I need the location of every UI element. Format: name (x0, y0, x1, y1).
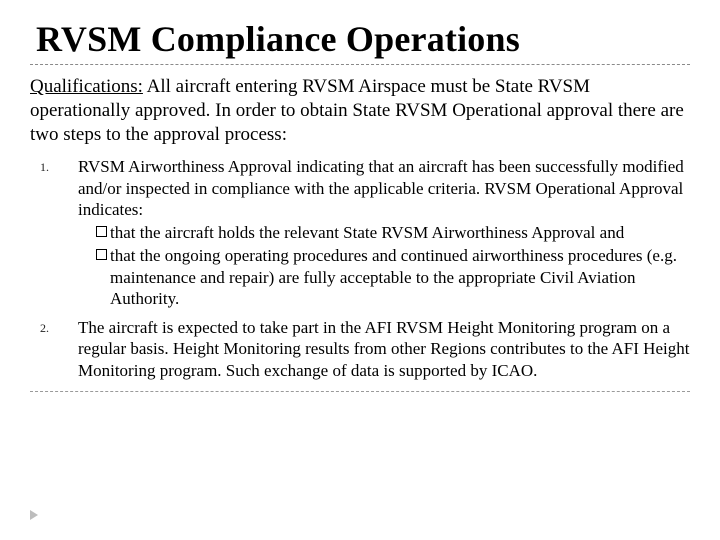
item-body: The aircraft is expected to take part in… (78, 317, 690, 381)
title-divider (30, 64, 690, 65)
sub-list: that the aircraft holds the relevant Sta… (78, 222, 690, 309)
item-number: 1. (30, 156, 78, 175)
checkbox-icon (96, 249, 107, 260)
item-number: 2. (30, 317, 78, 336)
item-lead: The aircraft is expected to take part in… (78, 318, 689, 380)
intro-paragraph: Qualifications: All aircraft entering RV… (30, 75, 690, 146)
slide: RVSM Compliance Operations Qualification… (0, 0, 720, 540)
list-item: 2. The aircraft is expected to take part… (30, 317, 690, 381)
sub-item: that the ongoing operating procedures an… (96, 245, 690, 309)
arrow-icon (30, 510, 38, 520)
item-body: RVSM Airworthiness Approval indicating t… (78, 156, 690, 311)
page-title: RVSM Compliance Operations (36, 18, 690, 60)
sub-text: that the aircraft holds the relevant Sta… (110, 222, 690, 243)
steps-list: 1. RVSM Airworthiness Approval indicatin… (30, 156, 690, 381)
item-lead: RVSM Airworthiness Approval indicating t… (78, 157, 684, 219)
intro-label: Qualifications: (30, 76, 143, 97)
list-item: 1. RVSM Airworthiness Approval indicatin… (30, 156, 690, 311)
checkbox-icon (96, 226, 107, 237)
sub-item: that the aircraft holds the relevant Sta… (96, 222, 690, 243)
sub-text: that the ongoing operating procedures an… (110, 245, 690, 309)
bottom-divider (30, 391, 690, 392)
